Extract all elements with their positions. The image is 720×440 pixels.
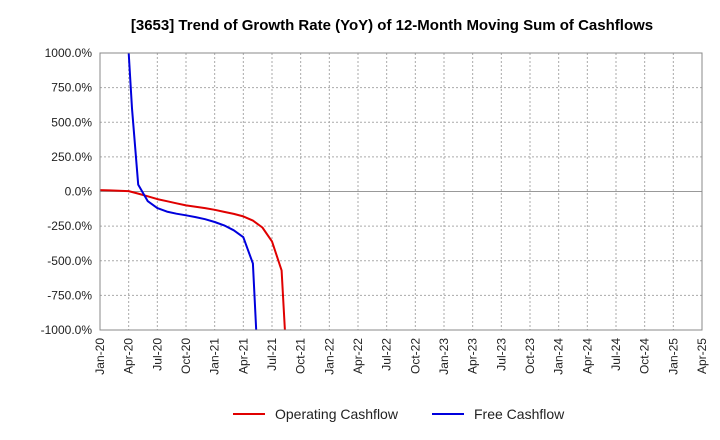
legend-label-free-cashflow: Free Cashflow xyxy=(474,406,565,422)
chart-title: [3653] Trend of Growth Rate (YoY) of 12-… xyxy=(131,17,653,34)
y-tick-label: 1000.0% xyxy=(45,46,93,60)
grid-lines xyxy=(100,53,702,330)
legend-label-operating-cashflow: Operating Cashflow xyxy=(275,406,399,422)
x-tick-label: Apr-22 xyxy=(351,338,365,374)
x-tick-label: Apr-23 xyxy=(466,338,480,374)
x-tick-label: Jul-21 xyxy=(265,338,279,371)
plot-border xyxy=(99,52,703,331)
x-tick-label: Jul-22 xyxy=(380,338,394,371)
x-tick-label: Jan-22 xyxy=(322,338,336,375)
x-tick-label: Jan-25 xyxy=(666,338,680,375)
y-tick-label: 0.0% xyxy=(65,185,93,199)
x-tick-label: Jan-24 xyxy=(552,338,566,375)
y-tick-label: 750.0% xyxy=(51,81,92,95)
operating-cashflow-line xyxy=(99,189,286,331)
y-tick-label: -1000.0% xyxy=(41,323,93,337)
x-tick-label: Jan-20 xyxy=(93,338,107,375)
legend: Operating Cashflow Free Cashflow xyxy=(233,406,565,422)
series-layer xyxy=(99,52,286,331)
x-tick-label: Oct-23 xyxy=(523,338,537,374)
x-tick-label: Jul-24 xyxy=(609,338,623,371)
x-tick-label: Oct-22 xyxy=(408,338,422,374)
x-tick-label: Apr-25 xyxy=(695,338,709,374)
x-tick-label: Jul-23 xyxy=(494,338,508,371)
y-axis-ticks: 1000.0% 750.0% 500.0% 250.0% 0.0% -250.0% -500… xyxy=(41,46,93,337)
x-tick-label: Jan-23 xyxy=(437,338,451,375)
y-tick-label: -750.0% xyxy=(47,288,92,302)
y-tick-label: -500.0% xyxy=(47,254,92,268)
x-tick-label: Oct-20 xyxy=(179,338,193,374)
x-tick-label: Jan-21 xyxy=(208,338,222,375)
x-tick-label: Apr-24 xyxy=(580,338,594,374)
free-cashflow-line xyxy=(127,52,258,331)
axes xyxy=(99,52,703,331)
x-tick-label: Apr-21 xyxy=(236,338,250,374)
x-tick-label: Apr-20 xyxy=(122,338,136,374)
x-tick-label: Oct-24 xyxy=(638,338,652,374)
y-tick-label: -250.0% xyxy=(47,219,92,233)
x-tick-label: Jul-20 xyxy=(150,338,164,371)
y-tick-label: 250.0% xyxy=(51,150,92,164)
x-axis-ticks: Jan-20 Apr-20 Jul-20 Oct-20 Jan-21 Apr-21 Jul-… xyxy=(93,338,709,375)
y-tick-label: 500.0% xyxy=(51,115,92,129)
x-tick-label: Oct-21 xyxy=(294,338,308,374)
